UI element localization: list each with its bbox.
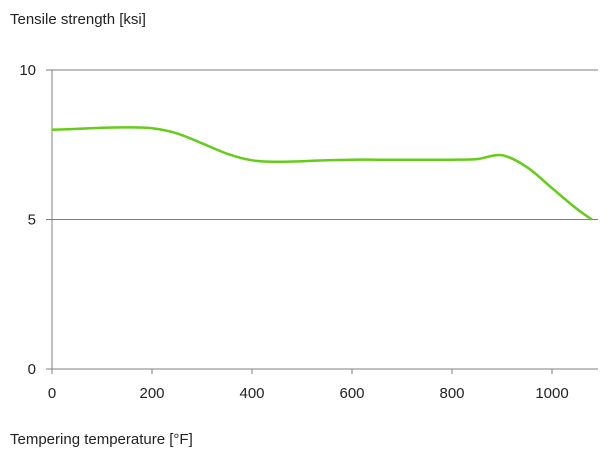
- y-tick-label-0: 0: [28, 361, 36, 378]
- y-tick-label-10: 10: [19, 62, 36, 79]
- x-tick-label-1000: 1000: [535, 385, 568, 402]
- y-tick-label-5: 5: [28, 212, 36, 229]
- x-tick-label-800: 800: [439, 385, 464, 402]
- y-tick-labels: 0 5 10: [19, 62, 36, 378]
- x-tick-label-0: 0: [48, 385, 56, 402]
- axes: [51, 70, 553, 374]
- series-line-tensile-strength: [51, 126, 593, 221]
- grid-lines: [46, 69, 598, 370]
- x-tick-label-200: 200: [139, 385, 164, 402]
- x-tick-label-400: 400: [239, 385, 264, 402]
- x-tick-label-600: 600: [339, 385, 364, 402]
- y-axis-title: Tensile strength [ksi]: [10, 11, 146, 28]
- x-tick-labels: 0 200 400 600 800 1000: [48, 385, 569, 402]
- x-axis-title: Tempering temperature [°F]: [10, 431, 193, 448]
